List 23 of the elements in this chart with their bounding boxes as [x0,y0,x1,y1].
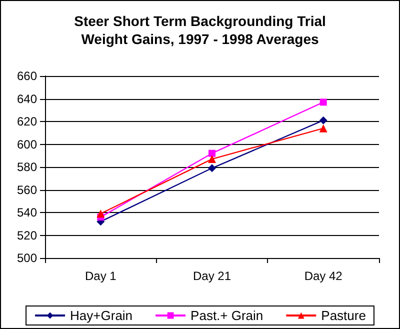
point [320,98,327,106]
x-tick-label: Day 21 [192,269,232,283]
y-tick-label: 600 [16,137,38,152]
point [208,155,216,164]
point [208,150,216,157]
y-tick-label: 640 [16,92,38,106]
legend-label: Hay+Grain [70,308,133,323]
y-tick-label: 520 [16,228,38,242]
point [208,164,216,172]
legend-label: Pasture [321,308,366,323]
y-tick-label: 540 [16,206,38,220]
legend-label: Past.+ Grain [190,308,264,323]
y-tick-label: 620 [16,114,38,128]
y-tick-label: 500 [16,251,38,265]
point [96,210,105,218]
x-tick-label: Day 42 [304,269,343,283]
point [319,124,328,132]
x-tick-label: Day 1 [84,269,117,283]
chart-title: Steer Short Term Backgrounding Trial Weight Gains, 1997 - 1998 Averages [74,13,326,47]
y-tick-label: 660 [16,69,38,83]
y-tick-label: 560 [16,182,38,197]
point [319,116,328,124]
y-tick-label: 580 [16,160,38,174]
